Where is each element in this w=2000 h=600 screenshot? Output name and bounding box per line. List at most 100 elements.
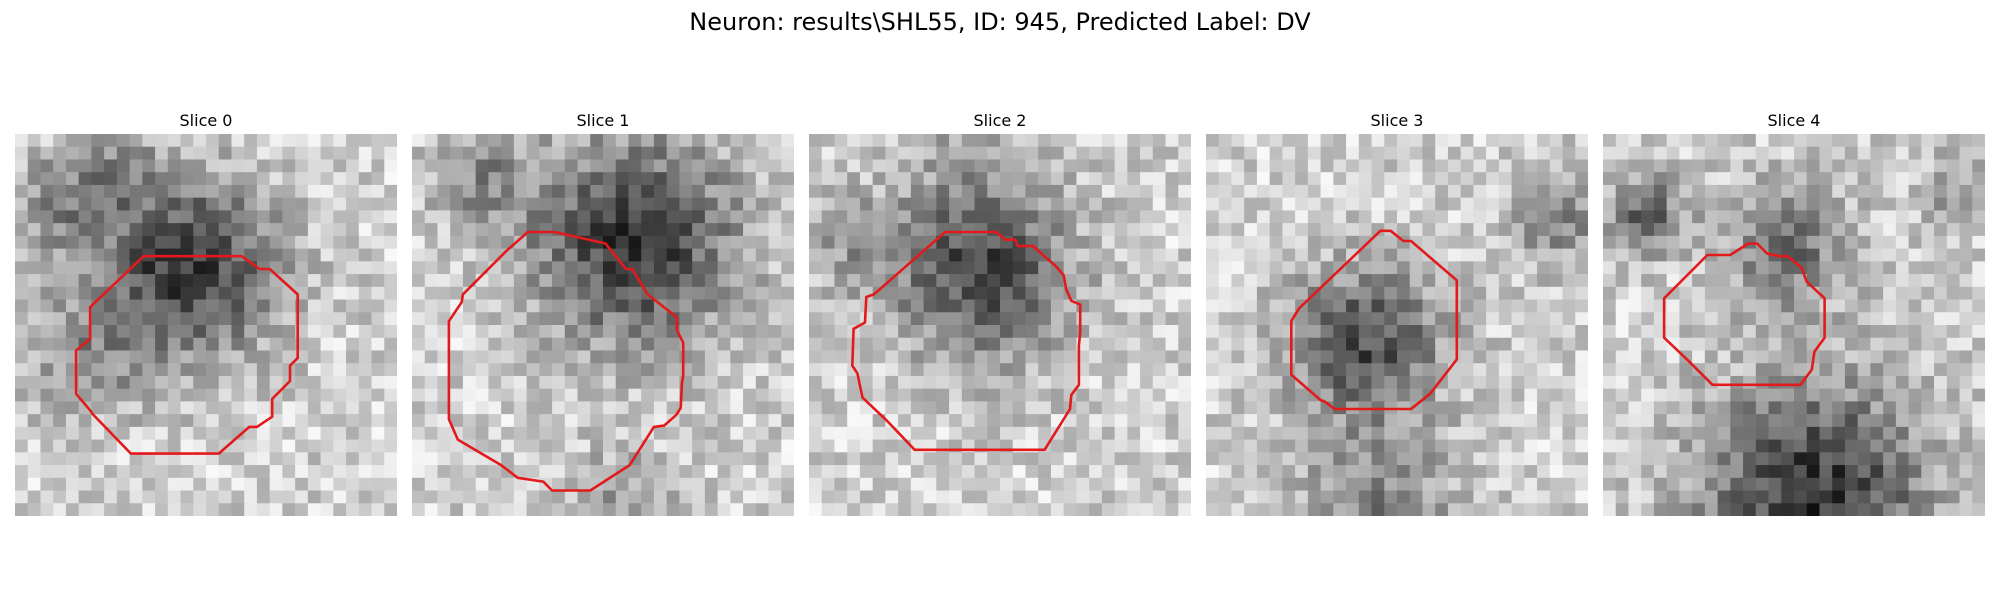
pixel xyxy=(1089,261,1103,275)
pixel xyxy=(949,401,963,415)
pixel xyxy=(269,146,283,161)
pixel xyxy=(653,439,668,453)
pixel xyxy=(206,426,220,441)
pixel xyxy=(552,134,566,148)
pixel xyxy=(1819,375,1833,390)
pixel xyxy=(450,503,464,516)
pixel xyxy=(1755,490,1770,504)
pixel xyxy=(40,337,54,352)
pixel xyxy=(679,363,693,377)
pixel xyxy=(923,261,937,275)
pixel xyxy=(590,414,604,428)
pixel xyxy=(450,490,464,504)
pixel xyxy=(27,337,42,352)
pixel xyxy=(371,465,385,479)
pixel xyxy=(923,388,937,402)
pixel xyxy=(371,172,385,186)
pixel xyxy=(1704,325,1719,339)
pixel xyxy=(180,401,194,415)
pixel xyxy=(320,388,334,402)
pixel xyxy=(1883,248,1897,262)
pixel xyxy=(1755,465,1770,479)
pixel xyxy=(193,172,207,186)
pixel xyxy=(15,350,29,364)
pixel xyxy=(1076,235,1090,250)
pixel xyxy=(961,172,976,186)
pixel xyxy=(1460,286,1474,301)
pixel xyxy=(821,503,836,516)
pixel xyxy=(91,375,105,390)
pixel xyxy=(1781,159,1795,173)
pixel xyxy=(1666,401,1680,415)
pixel xyxy=(564,248,579,262)
pixel xyxy=(384,261,397,275)
pixel xyxy=(1218,299,1233,313)
pixel xyxy=(501,325,515,339)
pixel xyxy=(1346,159,1360,173)
pixel xyxy=(1000,325,1014,339)
pixel xyxy=(1473,375,1487,390)
pixel xyxy=(539,490,553,504)
pixel xyxy=(692,337,706,352)
pixel xyxy=(488,503,502,516)
pixel xyxy=(679,350,693,364)
pixel xyxy=(371,426,385,441)
pixel xyxy=(1870,172,1884,186)
pixel xyxy=(526,363,540,377)
pixel xyxy=(53,452,67,466)
pixel xyxy=(1218,235,1233,250)
pixel xyxy=(206,439,220,453)
pixel xyxy=(295,465,309,479)
pixel xyxy=(1781,261,1795,275)
pixel xyxy=(885,477,899,492)
pixel xyxy=(821,363,836,377)
pixel xyxy=(1934,146,1948,161)
pixel xyxy=(256,426,271,441)
pixel xyxy=(180,312,194,326)
pixel xyxy=(564,426,579,441)
pixel xyxy=(1256,235,1271,250)
pixel xyxy=(666,146,680,161)
pixel xyxy=(1206,490,1220,504)
pixel xyxy=(743,503,757,516)
pixel xyxy=(1844,299,1859,313)
pixel xyxy=(104,159,118,173)
pixel xyxy=(346,490,360,504)
pixel xyxy=(1435,325,1449,339)
pixel xyxy=(679,286,693,301)
pixel xyxy=(666,197,680,211)
pixel xyxy=(1333,312,1347,326)
pixel xyxy=(1743,223,1757,237)
pixel xyxy=(1333,172,1347,186)
pixel xyxy=(1346,274,1360,288)
pixel xyxy=(1768,452,1782,466)
pixel xyxy=(1038,490,1052,504)
pixel xyxy=(53,197,67,211)
pixel xyxy=(295,261,309,275)
pixel xyxy=(358,337,373,352)
pixel xyxy=(1127,172,1141,186)
pixel xyxy=(1628,350,1642,364)
pixel xyxy=(1615,184,1630,199)
pixel xyxy=(821,146,836,161)
pixel xyxy=(346,210,360,224)
pixel xyxy=(1256,197,1271,211)
pixel xyxy=(1844,159,1859,173)
pixel xyxy=(129,134,143,148)
pixel xyxy=(15,388,29,402)
pixel xyxy=(1231,210,1245,224)
pixel xyxy=(15,274,29,288)
pixel xyxy=(730,414,744,428)
pixel xyxy=(53,146,67,161)
pixel xyxy=(450,184,464,199)
pixel xyxy=(513,248,528,262)
pixel xyxy=(462,426,477,441)
pixel xyxy=(1959,248,1973,262)
pixel xyxy=(1269,235,1283,250)
pixel xyxy=(104,248,118,262)
pixel xyxy=(1346,503,1360,516)
pixel xyxy=(781,134,794,148)
pixel xyxy=(1562,312,1576,326)
pixel xyxy=(961,325,976,339)
pixel xyxy=(1628,363,1642,377)
